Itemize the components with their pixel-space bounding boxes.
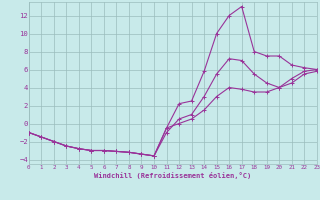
X-axis label: Windchill (Refroidissement éolien,°C): Windchill (Refroidissement éolien,°C) xyxy=(94,172,252,179)
